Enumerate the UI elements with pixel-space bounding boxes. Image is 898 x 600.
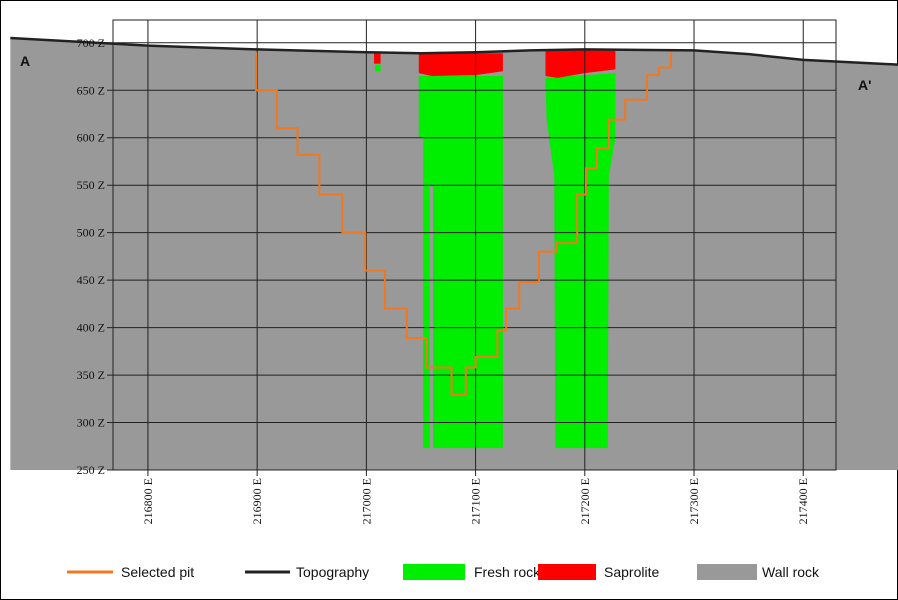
y-tick-label: 400 Z	[77, 321, 105, 335]
page: {"chart_data": { "type": "section", "ann…	[0, 0, 898, 600]
y-tick-label: 550 Z	[77, 178, 105, 192]
y-tick-label: 500 Z	[77, 226, 105, 240]
x-tick-label: 217000 E	[359, 478, 373, 524]
annotation: A'	[858, 77, 871, 93]
legend-label: Saprolite	[604, 564, 659, 580]
legend-swatch	[697, 564, 757, 580]
y-tick-label: 700 Z	[77, 36, 105, 50]
x-tick-label: 216900 E	[250, 478, 264, 524]
rock-body	[374, 53, 381, 63]
legend: Selected pit Topography Fresh rock Saprolit…	[67, 564, 820, 580]
legend-label: Selected pit	[121, 564, 194, 580]
x-tick-label: 217400 E	[796, 478, 810, 524]
x-tick-label: 217200 E	[578, 478, 592, 524]
rock-body	[375, 65, 380, 72]
y-tick-label: 600 Z	[77, 131, 105, 145]
x-tick-label: 217100 E	[469, 478, 483, 524]
legend-label: Fresh rock	[474, 564, 541, 580]
rock-body	[545, 73, 615, 448]
x-tick-label: 216800 E	[141, 478, 155, 524]
chart: A A' 250 Z 300 Z 350 Z 400 Z 450 Z 500 Z 550 Z…	[0, 0, 898, 600]
rock-body	[419, 53, 503, 76]
x-tick-label: 217300 E	[687, 478, 701, 524]
y-tick-label: 300 Z	[77, 416, 105, 430]
y-tick-label: 450 Z	[77, 273, 105, 287]
y-tick-label: 350 Z	[77, 368, 105, 382]
legend-swatch	[403, 564, 465, 580]
annotation: A	[20, 53, 30, 69]
y-tick-label: 250 Z	[77, 463, 105, 477]
legend-swatch	[538, 564, 596, 580]
legend-label: Wall rock	[762, 564, 820, 580]
legend-label: Topography	[296, 564, 369, 580]
y-tick-label: 650 Z	[77, 83, 105, 97]
